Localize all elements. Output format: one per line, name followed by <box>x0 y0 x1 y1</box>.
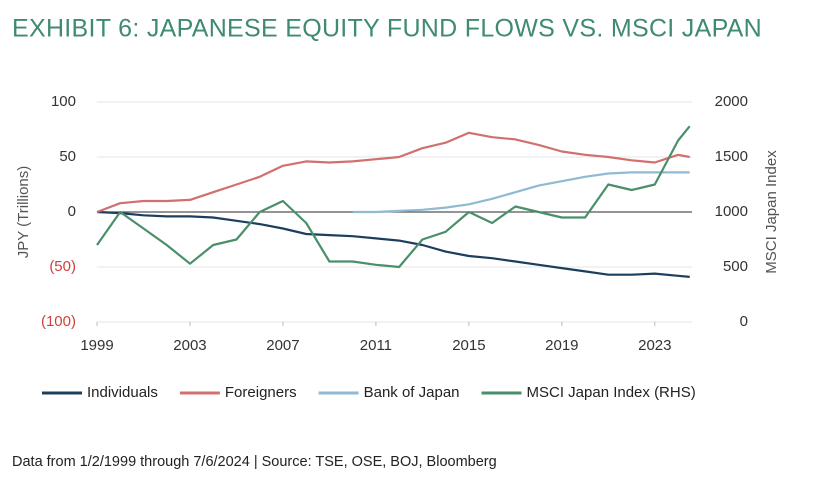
y-tick-label: 100 <box>51 93 76 110</box>
series-line <box>352 171 690 214</box>
y-tick-label: (100) <box>41 313 76 330</box>
legend-label: Individuals <box>87 384 158 401</box>
x-tick-label: 2011 <box>360 337 392 354</box>
x-tick-label: 2003 <box>173 337 206 354</box>
y-axis-title: JPY (Trillions) <box>15 166 32 259</box>
x-tick-label: 2007 <box>266 337 299 354</box>
x-tick-label: 2019 <box>545 337 578 354</box>
series-line <box>96 210 690 278</box>
legend-label: Foreigners <box>225 384 297 401</box>
y2-tick-label: 1000 <box>715 203 748 220</box>
x-tick-label: 2023 <box>638 337 671 354</box>
y2-tick-label: 1500 <box>715 148 748 165</box>
y2-tick-label: 2000 <box>715 93 748 110</box>
y-tick-label: (50) <box>49 258 76 275</box>
legend-label: Bank of Japan <box>364 384 460 401</box>
series-line <box>96 131 690 214</box>
chart-title: EXHIBIT 6: JAPANESE EQUITY FUND FLOWS VS… <box>12 15 762 43</box>
series-line <box>96 125 691 269</box>
legend-label: MSCI Japan Index (RHS) <box>527 384 696 401</box>
y2-tick-label: 500 <box>723 258 748 275</box>
y2-axis-title: MSCI Japan Index <box>763 150 780 274</box>
y2-tick-label: 0 <box>740 313 748 330</box>
footnote: Data from 1/2/1999 through 7/6/2024 | So… <box>12 454 497 470</box>
x-tick-label: 1999 <box>80 337 113 354</box>
x-tick-label: 2015 <box>452 337 485 354</box>
y-tick-label: 50 <box>59 148 76 165</box>
y-tick-label: 0 <box>68 203 76 220</box>
